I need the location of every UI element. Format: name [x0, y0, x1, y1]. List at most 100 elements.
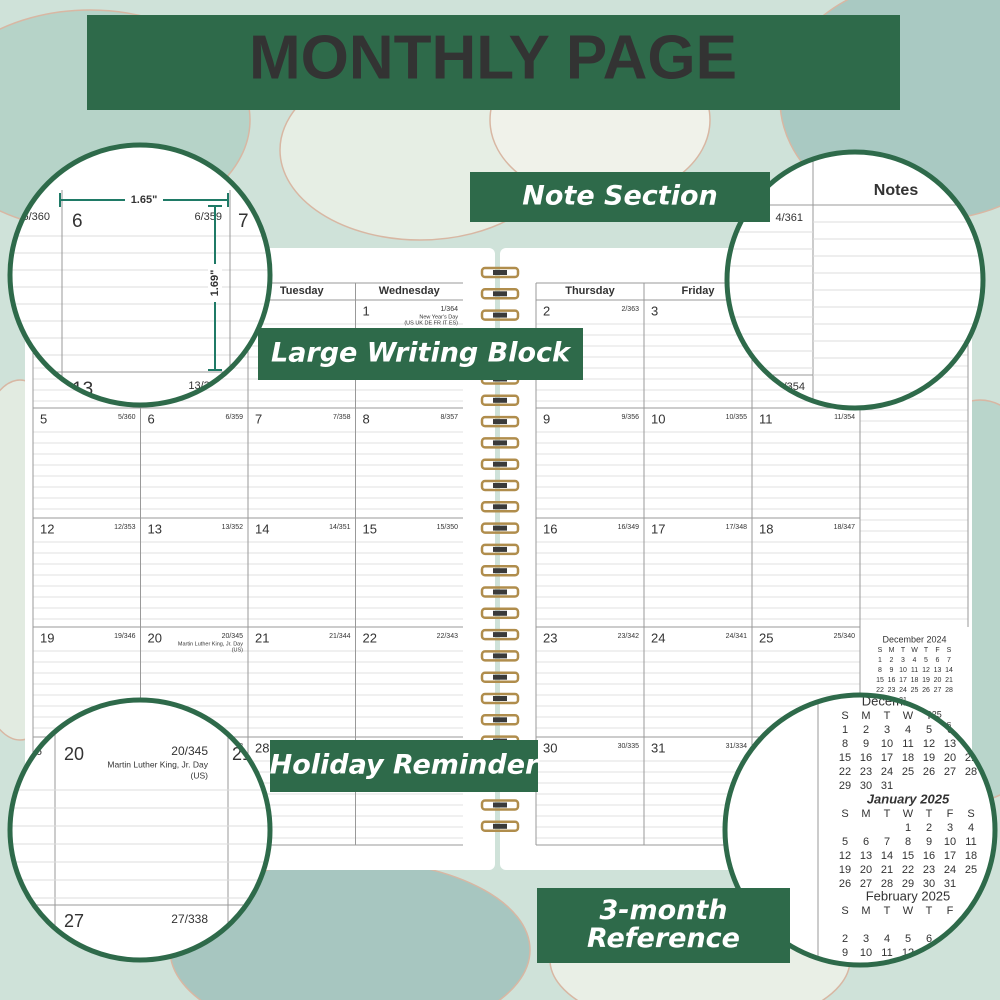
mini-weekday: S — [841, 710, 848, 722]
mini-weekday: M — [861, 710, 870, 722]
day-count: 20/345 — [222, 633, 244, 640]
mini-day: 8 — [905, 836, 911, 848]
callout-label: Reference — [587, 923, 740, 954]
mini-weekday: S — [947, 647, 952, 654]
mini-day: 25 — [911, 687, 919, 694]
day-count: 25/340 — [834, 633, 856, 640]
spiral-ring — [480, 714, 520, 726]
zoom-border — [722, 692, 998, 968]
day-count: 19/346 — [114, 633, 136, 640]
mini-day: 10 — [899, 667, 907, 674]
mini-day: 12 — [922, 667, 930, 674]
mini-day: 15 — [876, 677, 884, 684]
mini-weekday: M — [861, 808, 870, 820]
spiral-hole — [493, 717, 507, 723]
mini-weekday: S — [841, 905, 848, 917]
mini-day: 4 — [884, 933, 890, 945]
callout-label: Large Writing Block — [271, 338, 572, 369]
spiral-hole — [493, 270, 507, 275]
mini-day: 1 — [905, 822, 911, 834]
spiral-hole — [493, 483, 507, 488]
mini-day: 13 — [860, 850, 872, 862]
mini-day: 10 — [860, 947, 872, 959]
mini-day: 24 — [899, 687, 907, 694]
day-number: 1 — [363, 303, 370, 318]
day-number: 7 — [255, 411, 262, 426]
spiral-hole — [493, 823, 507, 829]
mini-day: 23 — [923, 864, 935, 876]
spiral-ring — [480, 309, 520, 321]
mini-day: 16 — [888, 677, 896, 684]
day-number: 7 — [238, 211, 249, 232]
day-number: 13 — [148, 521, 162, 536]
mini-day: 23 — [860, 766, 872, 778]
mini-day: 28 — [945, 687, 953, 694]
mini-day: 18 — [965, 850, 977, 862]
spiral-hole — [493, 653, 507, 659]
mini-day: 8 — [878, 667, 882, 674]
mini-weekday: F — [947, 905, 954, 917]
spiral-ring — [480, 543, 520, 556]
mini-day: 8 — [842, 738, 848, 750]
mini-day: 12 — [923, 738, 935, 750]
dimension-label-bg — [125, 193, 163, 207]
notes-title: Notes — [874, 182, 919, 199]
spiral-ring — [480, 522, 520, 534]
spiral-ring — [480, 650, 520, 662]
day-number: 24 — [651, 630, 665, 645]
day-count: 31/334 — [726, 743, 748, 750]
mini-day: 10 — [944, 836, 956, 848]
spiral-ring — [480, 564, 520, 577]
mini-day: 14 — [945, 667, 953, 674]
day-count: 6/359 — [225, 414, 243, 421]
day-number: 17 — [651, 521, 665, 536]
mini-day: 22 — [902, 864, 914, 876]
mini-day: 16 — [860, 752, 872, 764]
day-count: 21/344 — [329, 633, 351, 640]
day-number: 6 — [72, 211, 83, 232]
day-count: 9/356 — [621, 414, 639, 421]
mini-weekday: T — [924, 647, 929, 654]
mini-day: 4 — [905, 724, 911, 736]
mini-day: 9 — [890, 667, 894, 674]
mini-day: 15 — [839, 752, 851, 764]
mini-day: 3 — [863, 933, 869, 945]
mini-weekday: T — [926, 808, 933, 820]
day-number: 22 — [363, 630, 377, 645]
day-number: 27 — [64, 911, 84, 931]
day-number: 25 — [759, 630, 773, 645]
mini-day: 25 — [965, 864, 977, 876]
spiral-ring — [480, 394, 520, 407]
callout-banner — [537, 888, 790, 963]
mini-day: 3 — [884, 724, 890, 736]
spiral-ring — [480, 501, 520, 513]
day-number: 15 — [363, 521, 377, 536]
banners: MONTHLY PAGE Note Section Large Writing Bl… — [87, 15, 900, 963]
zoom-background — [10, 700, 270, 960]
spiral-hole — [493, 461, 507, 467]
day-number: 8 — [363, 411, 370, 426]
spiral-ring — [480, 266, 520, 279]
spiral-hole — [493, 696, 507, 701]
mini-calendar-title: December 2024 — [882, 634, 946, 644]
day-number: 16 — [543, 521, 557, 536]
mini-day: 1 — [878, 657, 882, 664]
mini-calendar-title: January 2025 — [867, 791, 950, 806]
holiday-note: (US UK DE FR IT ES) — [404, 320, 458, 326]
mini-day: 5 — [924, 657, 928, 664]
mini-day: 5 — [905, 933, 911, 945]
mini-day: 22 — [876, 687, 884, 694]
mini-weekday: W — [911, 647, 918, 654]
mini-day: 9 — [842, 947, 848, 959]
mini-weekday: F — [935, 647, 939, 654]
day-number: 20 — [64, 744, 84, 764]
mini-weekday: M — [889, 647, 895, 654]
mini-weekday: S — [967, 808, 974, 820]
day-number: 31 — [651, 740, 665, 755]
zoom-border — [7, 697, 273, 963]
day-count: 5/360 — [118, 414, 136, 421]
mini-day: 16 — [923, 850, 935, 862]
mini-day: 7 — [884, 836, 890, 848]
day-number: 21 — [255, 630, 269, 645]
day-count: 14/351 — [329, 524, 351, 531]
